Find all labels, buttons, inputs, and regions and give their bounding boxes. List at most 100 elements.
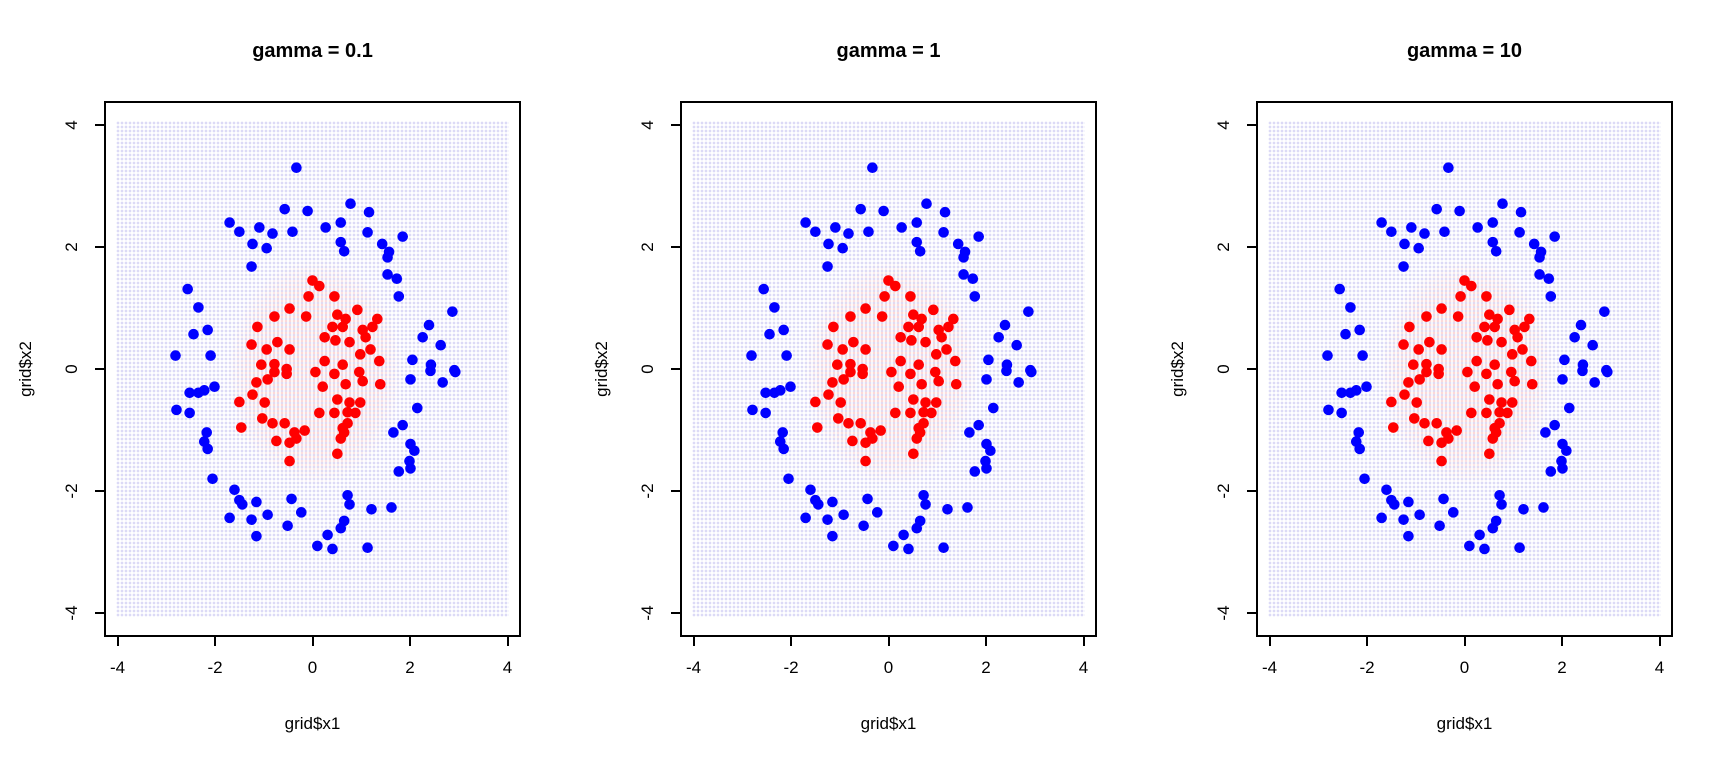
scatter-points [170, 162, 461, 555]
panel-gamma-10: gamma = 10 grid$x2 grid$x1 -4 -2 0 2 4 -4 -2 0… [1152, 0, 1728, 768]
data-point-inner-class-red [303, 291, 314, 302]
data-point-inner-class-red [319, 355, 330, 367]
data-point-inner-class-red [890, 407, 901, 419]
data-point-inner-class-red [247, 389, 258, 400]
x-axis-tick [1366, 637, 1368, 646]
data-point-inner-class-red [1423, 435, 1434, 447]
x-axis-tick-label: 2 [1557, 658, 1567, 677]
data-point-outer-class-blue [1011, 339, 1023, 351]
data-point-inner-class-red [1433, 368, 1444, 380]
data-point-outer-class-blue [1564, 402, 1575, 414]
y-axis-tick [95, 246, 104, 248]
y-axis-tick-label: -2 [1214, 483, 1233, 499]
data-point-inner-class-red [879, 291, 890, 302]
data-point-outer-class-blue [184, 387, 195, 399]
data-point-outer-class-blue [911, 217, 923, 228]
data-point-inner-class-red [1479, 321, 1490, 333]
data-point-outer-class-blue [1557, 463, 1568, 474]
data-point-inner-class-red [1509, 375, 1521, 387]
data-point-inner-class-red [246, 339, 257, 350]
data-point-inner-class-red [1506, 366, 1517, 378]
data-point-outer-class-blue [1431, 203, 1443, 215]
data-point-inner-class-red [354, 397, 366, 408]
data-point-outer-class-blue [778, 324, 789, 336]
data-point-outer-class-blue [800, 217, 811, 228]
data-point-outer-class-blue [1549, 231, 1560, 242]
data-point-outer-class-blue [973, 231, 984, 242]
data-point-outer-class-blue [412, 402, 423, 414]
data-point-outer-class-blue [397, 231, 408, 242]
data-point-outer-class-blue [202, 443, 213, 455]
data-point-outer-class-blue [229, 484, 240, 496]
panel-title: gamma = 1 [836, 40, 941, 62]
data-point-inner-class-red [848, 336, 859, 348]
data-point-outer-class-blue [188, 328, 199, 340]
data-point-outer-class-blue [1414, 509, 1425, 521]
data-point-outer-class-blue [862, 493, 873, 505]
data-point-inner-class-red [1398, 339, 1409, 350]
data-point-inner-class-red [281, 368, 292, 380]
data-point-inner-class-red [913, 321, 925, 333]
y-axis-tick-label: -2 [62, 483, 81, 499]
x-axis-tick-label: 4 [502, 658, 513, 677]
data-point-outer-class-blue [393, 466, 405, 477]
data-point-inner-class-red [259, 397, 271, 408]
y-axis-tick-label: 0 [62, 364, 81, 374]
data-point-outer-class-blue [1361, 381, 1372, 392]
data-point-inner-class-red [1466, 280, 1477, 292]
y-axis-tick [671, 246, 680, 248]
data-point-inner-class-red [340, 378, 351, 390]
data-point-outer-class-blue [1577, 365, 1588, 377]
data-point-outer-class-blue [1354, 443, 1365, 455]
x-axis-tick-label: 4 [1078, 658, 1089, 677]
data-point-outer-class-blue [774, 385, 786, 396]
x-axis-tick [790, 637, 792, 646]
data-point-outer-class-blue [393, 291, 405, 302]
data-point-inner-class-red [933, 375, 945, 387]
data-point-inner-class-red [860, 303, 871, 314]
data-point-outer-class-blue [1434, 520, 1445, 532]
data-point-outer-class-blue [1464, 540, 1475, 552]
data-point-outer-class-blue [267, 228, 278, 239]
data-point-inner-class-red [918, 407, 929, 418]
data-point-outer-class-blue [921, 198, 932, 209]
data-point-outer-class-blue [1540, 427, 1551, 438]
data-point-outer-class-blue [783, 473, 794, 485]
y-axis-tick [1247, 246, 1256, 248]
data-point-outer-class-blue [405, 463, 416, 474]
x-axis-label: grid$x1 [860, 714, 917, 733]
data-point-inner-class-red [1399, 389, 1410, 400]
data-point-inner-class-red [1436, 455, 1447, 467]
data-point-outer-class-blue [760, 387, 771, 399]
data-point-inner-class-red [860, 455, 871, 467]
data-point-inner-class-red [338, 427, 350, 438]
data-point-inner-class-red [352, 304, 363, 316]
data-point-inner-class-red [857, 368, 868, 380]
data-point-outer-class-blue [973, 419, 984, 431]
x-axis-tick [692, 637, 695, 646]
data-point-inner-class-red [890, 280, 901, 292]
data-point-outer-class-blue [234, 226, 245, 238]
data-point-inner-class-red [1421, 366, 1432, 378]
data-point-inner-class-red [876, 311, 888, 322]
data-point-outer-class-blue [1575, 319, 1587, 331]
data-point-inner-class-red [908, 448, 919, 460]
data-point-inner-class-red [291, 433, 302, 444]
data-point-outer-class-blue [888, 540, 899, 552]
data-point-outer-class-blue [251, 496, 262, 508]
x-axis-tick-label: -2 [207, 658, 223, 677]
data-point-inner-class-red [314, 407, 325, 419]
data-point-inner-class-red [918, 417, 929, 429]
data-point-inner-class-red [329, 291, 340, 302]
y-axis-tick [95, 124, 104, 126]
data-point-outer-class-blue [1336, 407, 1347, 419]
data-point-outer-class-blue [171, 404, 182, 416]
data-point-inner-class-red [269, 311, 280, 322]
data-point-outer-class-blue [855, 203, 867, 215]
data-point-inner-class-red [1404, 321, 1415, 333]
data-point-inner-class-red [1436, 344, 1447, 355]
data-point-outer-class-blue [1443, 162, 1454, 173]
x-axis-tick-label: 0 [1459, 658, 1470, 677]
data-point-outer-class-blue [170, 350, 181, 361]
data-point-inner-class-red [855, 417, 867, 429]
